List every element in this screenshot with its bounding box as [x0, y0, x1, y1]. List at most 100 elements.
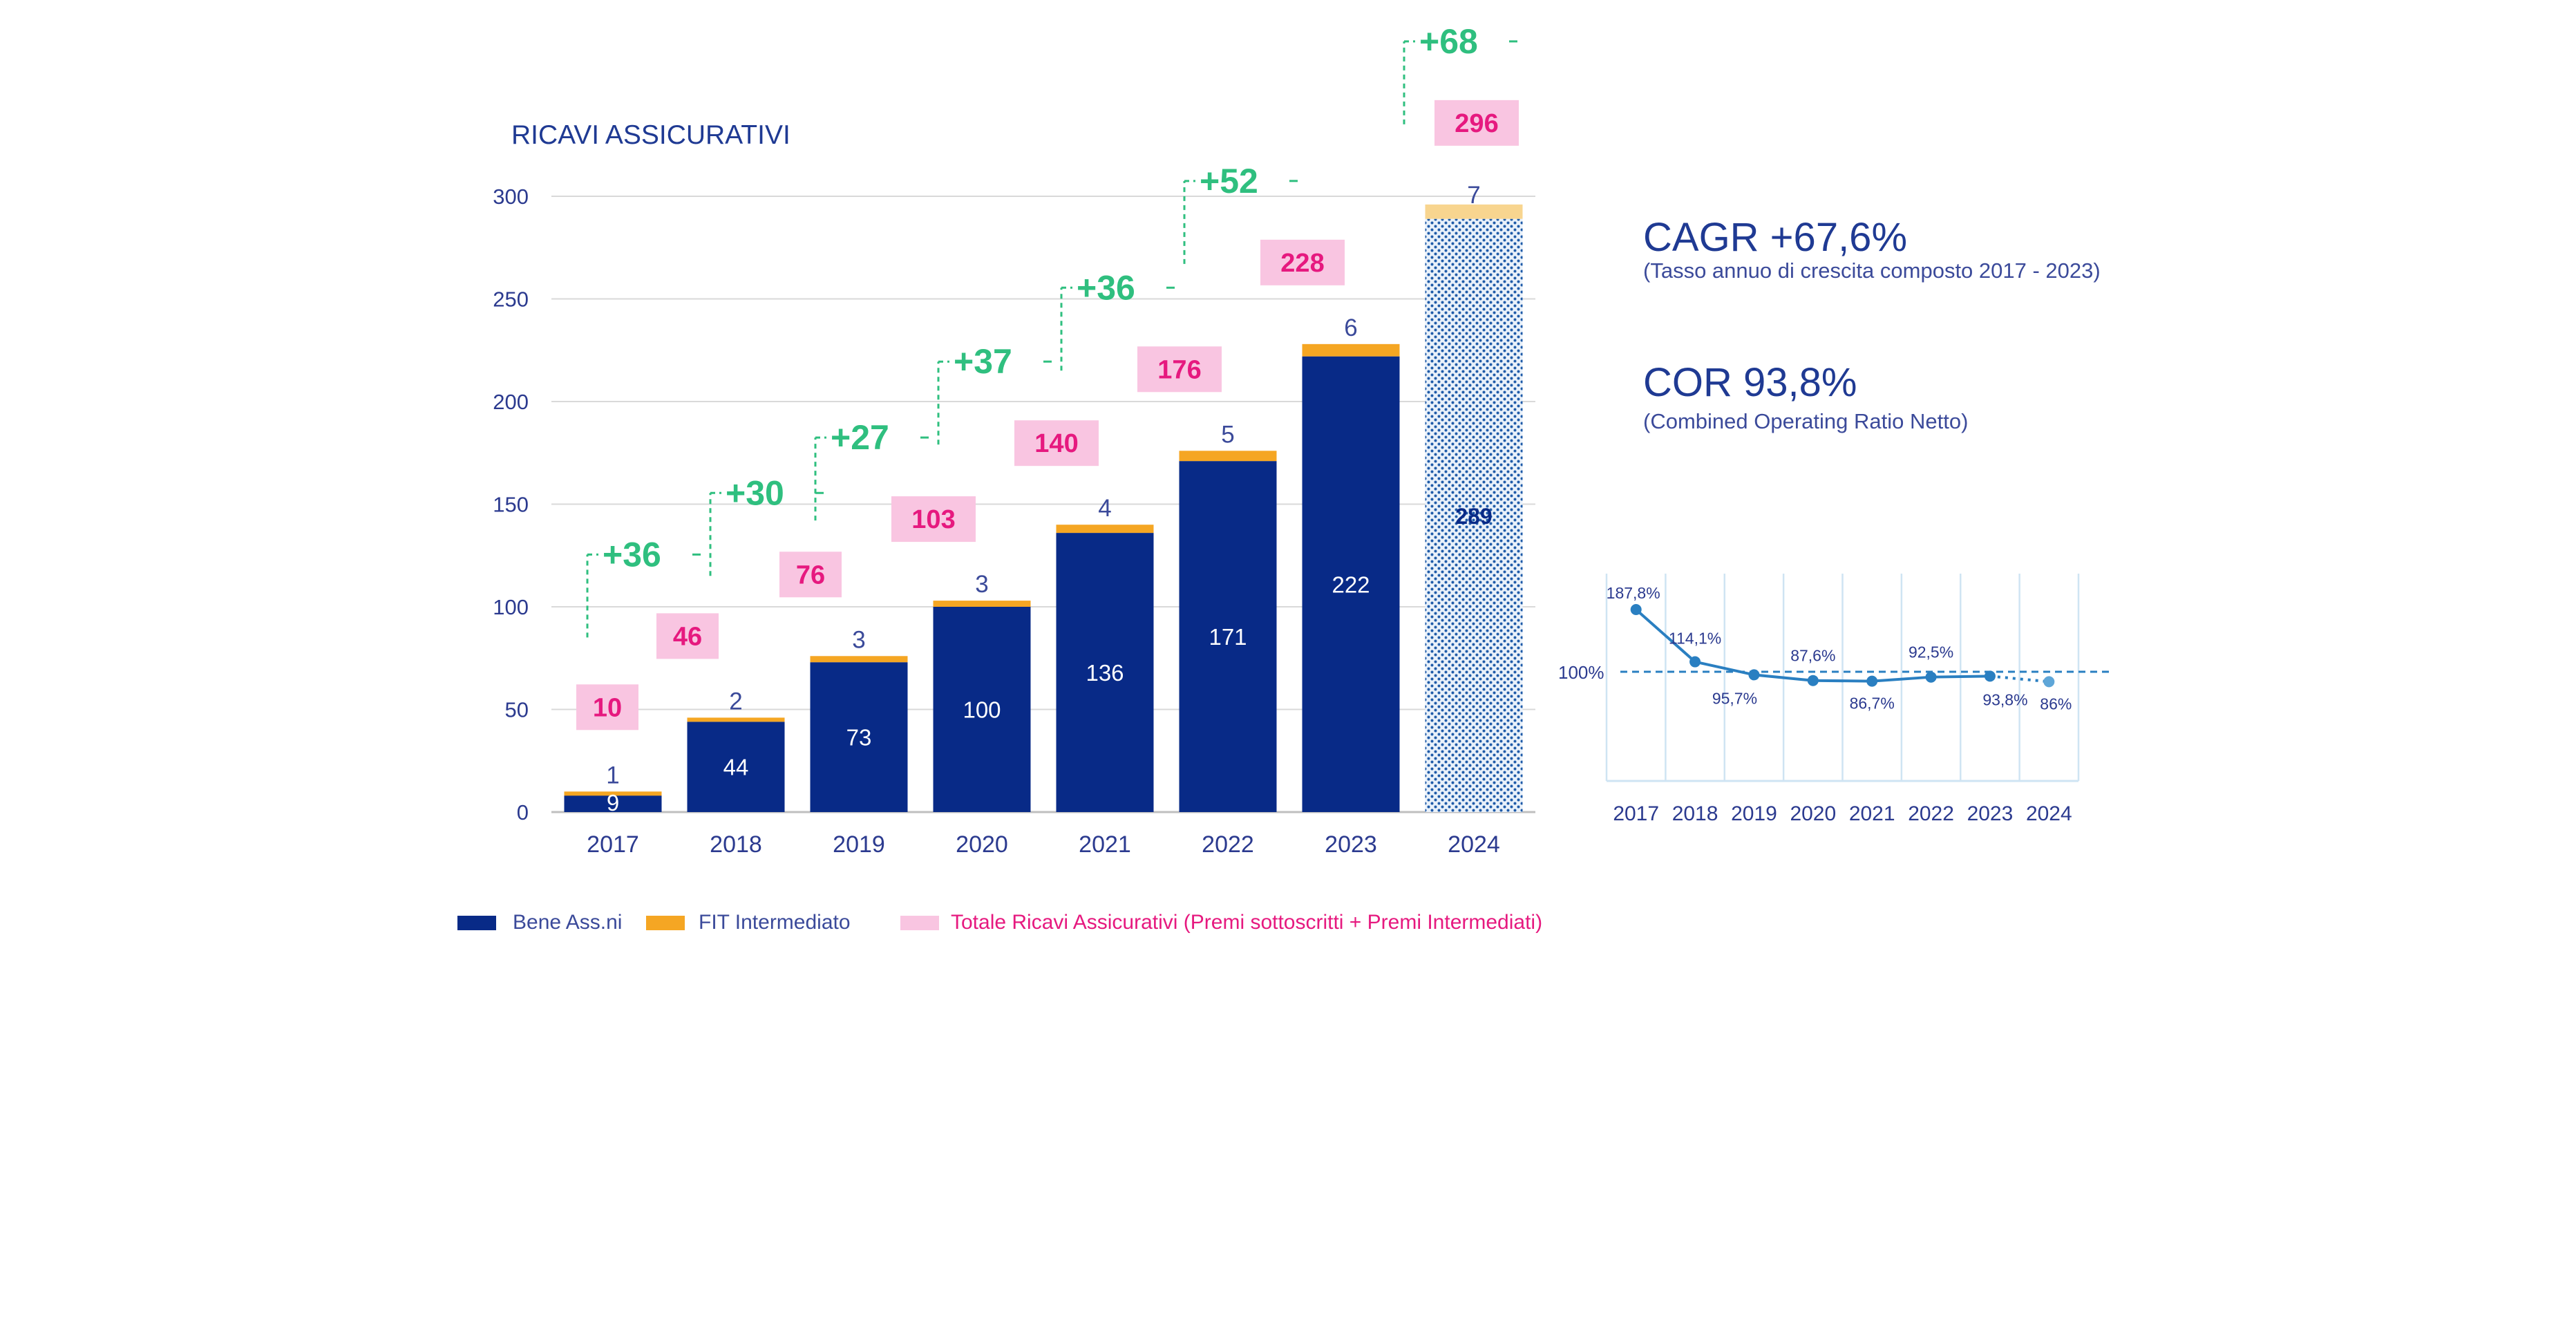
increment-label: +37: [954, 342, 1012, 381]
cor-point-label: 95,7%: [1712, 689, 1757, 707]
bar-value-bene: 44: [723, 755, 749, 780]
total-box: [576, 684, 638, 731]
bar-value-fit: 7: [1467, 182, 1480, 209]
total-label: 140: [1034, 429, 1078, 458]
cor-point: [2043, 676, 2055, 688]
bar-fit: [1302, 343, 1400, 357]
legend-label-bene: Bene Ass.ni: [513, 911, 622, 934]
total-box: [1434, 100, 1519, 146]
bar-value-bene: 136: [1086, 660, 1124, 686]
legend-swatch-fit: [646, 916, 685, 930]
x-tick-label: 2024: [1448, 831, 1500, 858]
increment-label: +36: [1077, 268, 1135, 307]
y-tick-label: 300: [493, 185, 529, 209]
cor-x-tick-label: 2023: [1967, 802, 2014, 825]
total-box: [891, 496, 976, 543]
increment-label: +68: [1419, 22, 1478, 61]
bar-value-bene: 9: [607, 790, 619, 816]
cor-x-tick-label: 2017: [1613, 802, 1659, 825]
bar-bene: [564, 793, 662, 812]
bar-value-fit: 1: [606, 762, 619, 789]
increment-label: +52: [1200, 162, 1258, 200]
bar-value-bene: 222: [1332, 572, 1370, 597]
cor-headline: COR 93,8%: [1643, 360, 1857, 405]
bar-bene: [1056, 533, 1154, 812]
y-tick-label: 200: [493, 390, 529, 414]
total-box: [779, 552, 842, 598]
cor-point: [1689, 656, 1701, 668]
cor-point-label: 187,8%: [1607, 584, 1660, 602]
cor-x-tick-label: 2019: [1731, 802, 1777, 825]
bar-value-bene: 73: [846, 725, 872, 751]
cor-point: [1925, 671, 1937, 683]
legend: Bene Ass.ni FIT Intermediato Totale Rica…: [457, 911, 1542, 934]
cor-point: [1984, 670, 1996, 682]
cor-point-label: 92,5%: [1909, 643, 1953, 661]
cor-x-tick-label: 2022: [1908, 802, 1954, 825]
bar-fit: [933, 601, 1031, 607]
total-label: 228: [1280, 249, 1324, 278]
bar-bene: [933, 607, 1031, 812]
increment-label: +36: [603, 535, 661, 574]
cor-forecast-line: [1989, 675, 2049, 684]
total-label: 176: [1157, 355, 1201, 384]
cor-point-label: 87,6%: [1790, 647, 1835, 665]
bar-bene: [1179, 461, 1277, 812]
increment-label: +27: [831, 418, 889, 457]
increment-label: +30: [726, 473, 784, 512]
bar-value-bene: 289: [1455, 504, 1492, 529]
bar-fit: [810, 656, 908, 663]
cor-point-label: 93,8%: [1982, 690, 2027, 708]
bar-chart-title: RICAVI ASSICURATIVI: [511, 120, 790, 150]
bar-value-fit: 2: [729, 688, 742, 715]
bar-value-fit: 4: [1098, 495, 1111, 522]
cor-point: [1748, 669, 1760, 681]
bar-x-axis: 2017 2018 2019 2020 2021 2022 2023 2024: [587, 831, 1500, 858]
total-label: 296: [1455, 109, 1498, 138]
cor-subtitle: (Combined Operating Ratio Netto): [1643, 409, 1968, 433]
cor-x-tick-label: 2024: [2026, 802, 2072, 825]
x-tick-label: 2017: [587, 831, 639, 858]
y-tick-label: 0: [517, 800, 529, 825]
bar-series: 91 44 2 73 3 100 3 136 4 171 5 222 6 289 7: [564, 182, 1523, 816]
y-tick-label: 250: [493, 288, 529, 312]
total-label: 46: [673, 622, 702, 651]
bar-bene: [810, 662, 908, 812]
bar-bene-forecast: [1425, 218, 1523, 812]
x-tick-label: 2022: [1202, 831, 1254, 858]
total-label: 76: [796, 560, 825, 590]
x-tick-label: 2020: [956, 831, 1008, 858]
bar-gridlines: [551, 196, 1535, 813]
bar-bene: [1302, 356, 1400, 812]
y-tick-label: 150: [493, 493, 529, 517]
bar-y-axis: 0 50 100 150 200 250 300: [493, 185, 529, 825]
bar-fit: [564, 791, 662, 796]
x-tick-label: 2021: [1079, 831, 1131, 858]
legend-label-fit: FIT Intermediato: [699, 911, 851, 934]
cor-x-tick-label: 2018: [1672, 802, 1718, 825]
bar-value-fit: 6: [1344, 314, 1357, 341]
cor-reference-label: 100%: [1558, 662, 1604, 683]
legend-swatch-bene: [457, 916, 496, 930]
cor-point: [1807, 675, 1819, 686]
total-box: [1260, 239, 1345, 285]
x-tick-label: 2019: [833, 831, 885, 858]
total-box: [1137, 346, 1222, 393]
total-box: [1014, 420, 1099, 467]
bar-fit-forecast: [1425, 204, 1523, 219]
x-tick-label: 2018: [710, 831, 762, 858]
cor-point-label: 114,1%: [1669, 630, 1721, 648]
bar-fit: [1056, 525, 1154, 534]
cor-x-tick-label: 2020: [1790, 802, 1836, 825]
bar-fit: [687, 717, 785, 722]
bar-value-bene: 171: [1209, 624, 1247, 650]
legend-label-totale: Totale Ricavi Assicurativi (Premi sottos…: [951, 911, 1542, 934]
bar-value-fit: 5: [1221, 421, 1234, 448]
cor-point: [1630, 604, 1642, 616]
y-tick-label: 100: [493, 595, 529, 619]
cagr-subtitle: (Tasso annuo di crescita composto 2017 -…: [1643, 258, 2101, 283]
legend-swatch-totale: [900, 916, 939, 930]
total-label: 10: [593, 693, 622, 722]
